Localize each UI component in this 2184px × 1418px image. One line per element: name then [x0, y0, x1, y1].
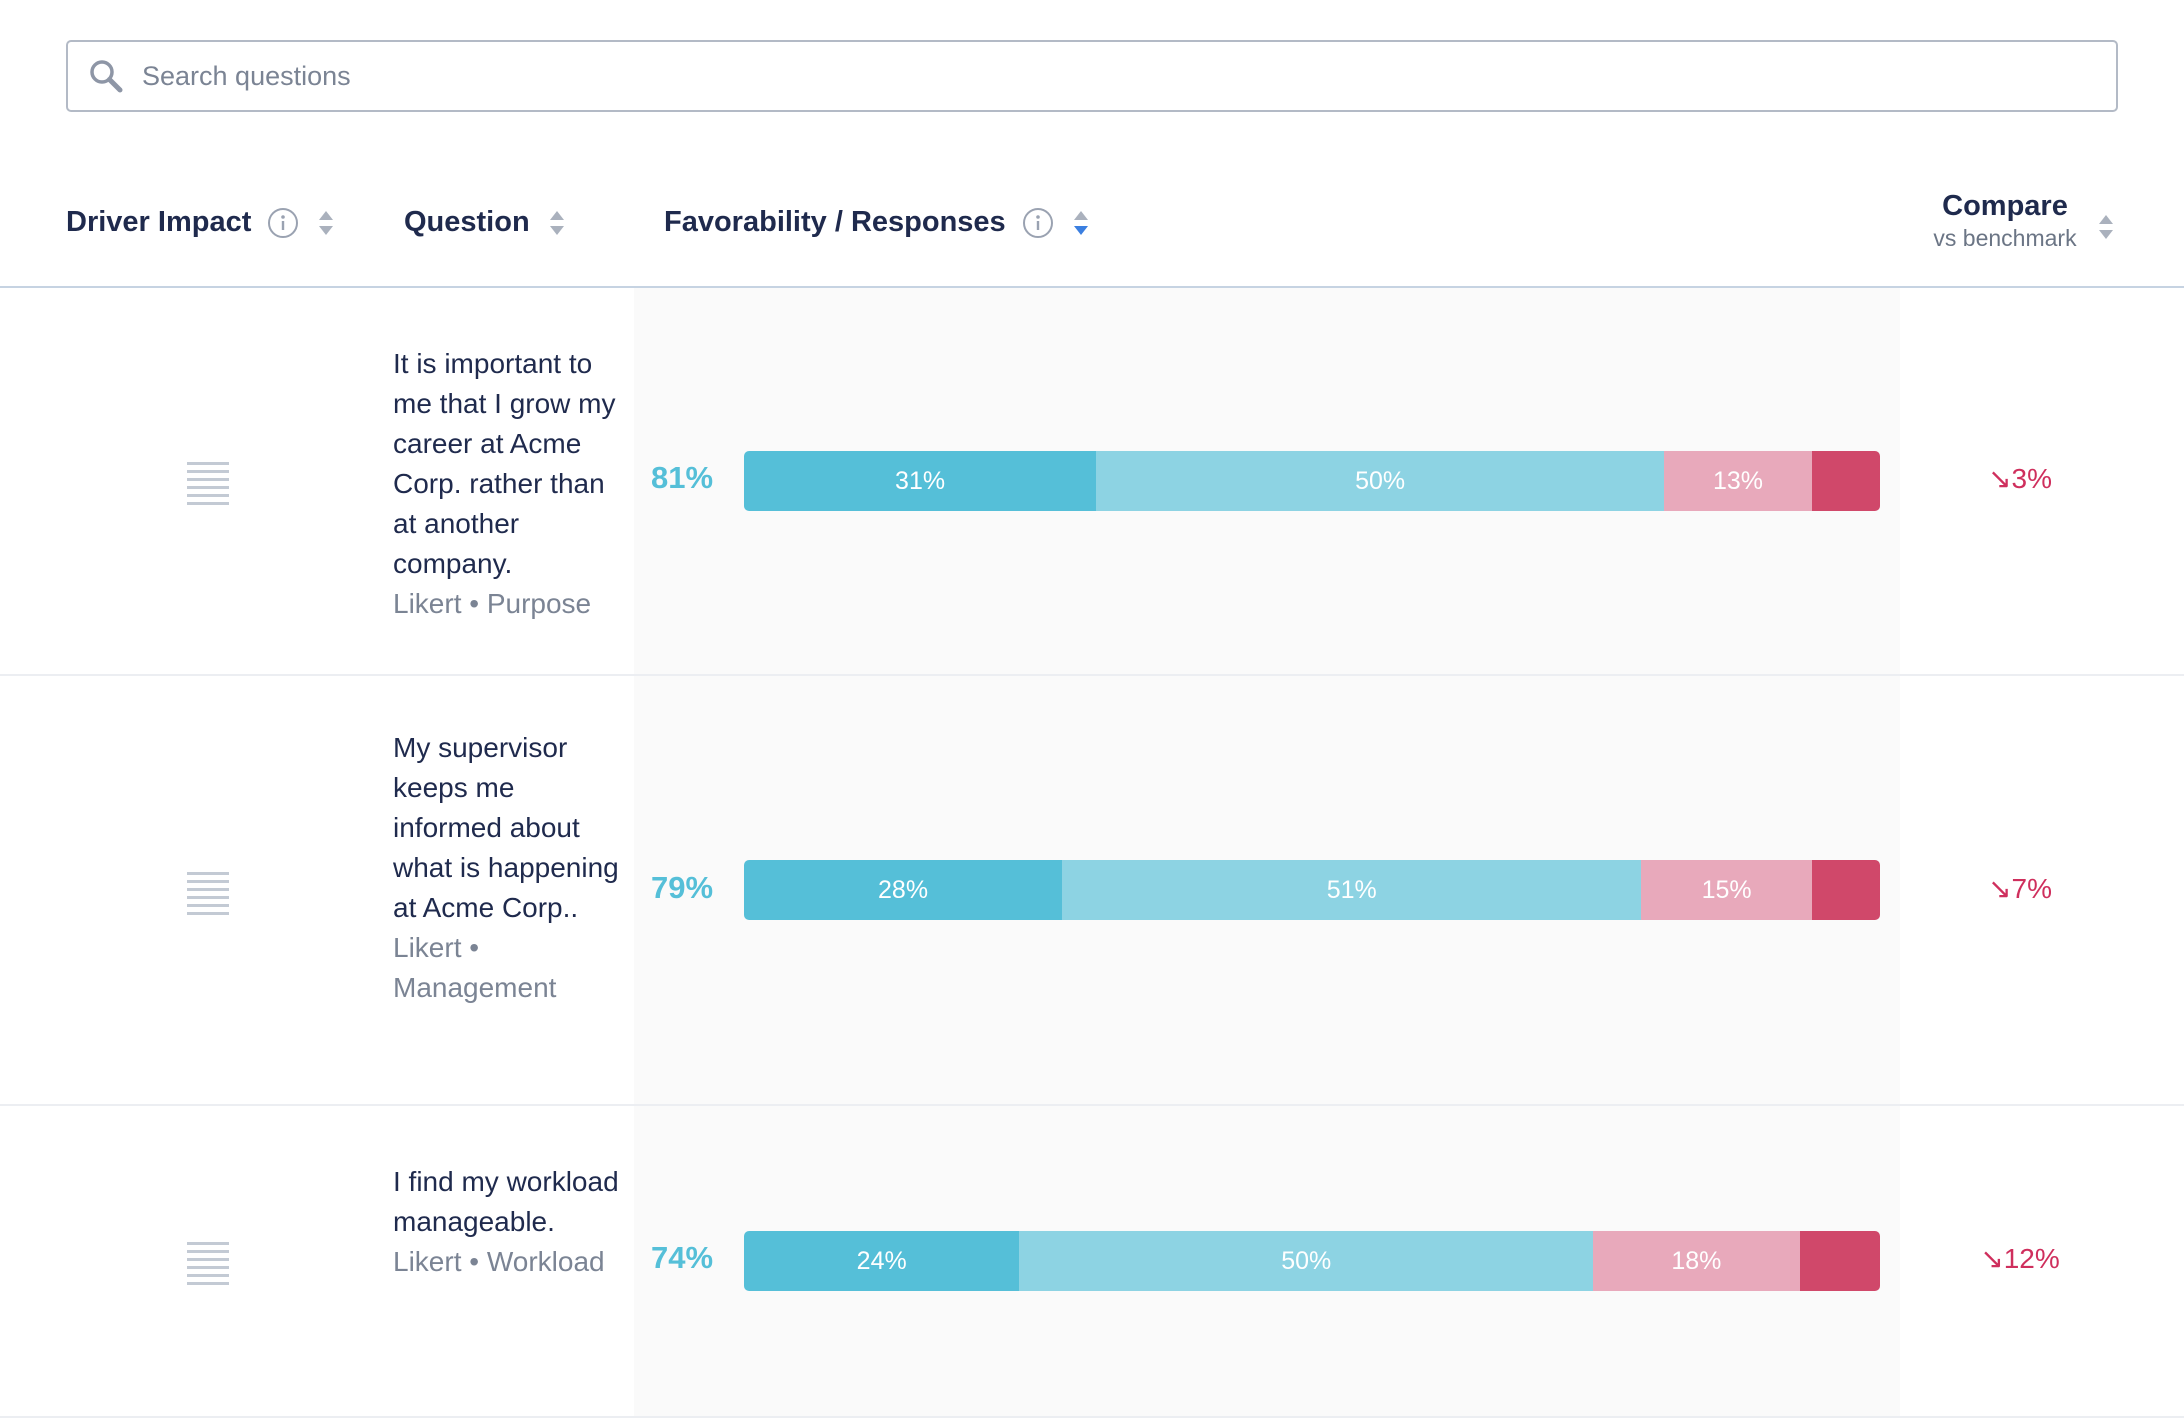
- question-text: It is important to me that I grow my car…: [393, 348, 616, 579]
- compare-delta: ↘3%: [1988, 463, 2052, 494]
- sort-icon[interactable]: [2097, 212, 2115, 242]
- response-bar[interactable]: 24% 50% 18%: [744, 1231, 1880, 1291]
- favorable-segment[interactable]: 50%: [1019, 1231, 1594, 1291]
- response-bar[interactable]: 28% 51% 15%: [744, 860, 1880, 920]
- table-row[interactable]: My supervisor keeps me informed about wh…: [0, 676, 2184, 1106]
- favorable-segment[interactable]: 51%: [1062, 860, 1642, 920]
- favorability-percent: 74%: [651, 1240, 714, 1275]
- strongly-unfavorable-segment[interactable]: [1799, 1231, 1880, 1291]
- info-icon[interactable]: [1022, 207, 1054, 239]
- driver-impact-label: Driver Impact: [66, 206, 252, 238]
- strongly-unfavorable-segment[interactable]: [1811, 451, 1880, 511]
- driver-impact-header[interactable]: Driver Impact: [66, 206, 335, 239]
- compare-sub-label: vs benchmark: [1933, 225, 2077, 251]
- sort-desc-active-icon[interactable]: [1072, 208, 1090, 238]
- drag-handle-icon[interactable]: [187, 460, 229, 506]
- strongly-unfavorable-segment[interactable]: [1811, 860, 1880, 920]
- strongly-favorable-segment[interactable]: 31%: [744, 451, 1097, 511]
- compare-delta: ↘12%: [1980, 1243, 2060, 1274]
- sort-icon[interactable]: [548, 208, 566, 238]
- question-meta: Likert • Management: [393, 932, 557, 1003]
- question-label: Question: [404, 206, 530, 238]
- unfavorable-segment[interactable]: 15%: [1641, 860, 1812, 920]
- table-row[interactable]: I find my workload manageable. Likert • …: [0, 1106, 2184, 1418]
- compare-header[interactable]: Compare vs benchmark: [1900, 190, 2110, 252]
- compare-delta: ↘7%: [1988, 873, 2052, 904]
- unfavorable-segment[interactable]: 13%: [1664, 451, 1812, 511]
- response-bar[interactable]: 31% 50% 13%: [744, 451, 1880, 511]
- question-cell: My supervisor keeps me informed about wh…: [393, 728, 623, 1008]
- compare-label: Compare: [1942, 190, 2068, 222]
- strongly-favorable-segment[interactable]: 28%: [744, 860, 1063, 920]
- question-cell: I find my workload manageable. Likert • …: [393, 1162, 623, 1282]
- question-meta: Likert • Purpose: [393, 588, 592, 619]
- favorability-percent: 79%: [651, 870, 714, 905]
- favorability-label: Favorability / Responses: [664, 206, 1006, 238]
- search-input[interactable]: [142, 60, 2116, 92]
- search-bar[interactable]: [66, 40, 2118, 112]
- search-icon: [90, 60, 123, 93]
- strongly-favorable-segment[interactable]: 24%: [744, 1231, 1020, 1291]
- unfavorable-segment[interactable]: 18%: [1593, 1231, 1800, 1291]
- question-header[interactable]: Question: [404, 206, 566, 239]
- drag-handle-icon[interactable]: [187, 1240, 229, 1286]
- info-icon[interactable]: [267, 207, 299, 239]
- question-meta: Likert • Workload: [393, 1246, 605, 1277]
- question-text: My supervisor keeps me informed about wh…: [393, 732, 619, 923]
- favorability-percent: 81%: [651, 460, 714, 495]
- table-row[interactable]: It is important to me that I grow my car…: [0, 288, 2184, 676]
- question-cell: It is important to me that I grow my car…: [393, 344, 623, 624]
- sort-icon[interactable]: [317, 208, 335, 238]
- drag-handle-icon[interactable]: [187, 870, 229, 916]
- table-header: Driver Impact Question Favorability / Re…: [0, 160, 2184, 288]
- question-text: I find my workload manageable.: [393, 1166, 619, 1237]
- favorable-segment[interactable]: 50%: [1096, 451, 1665, 511]
- favorability-header[interactable]: Favorability / Responses: [664, 206, 1090, 239]
